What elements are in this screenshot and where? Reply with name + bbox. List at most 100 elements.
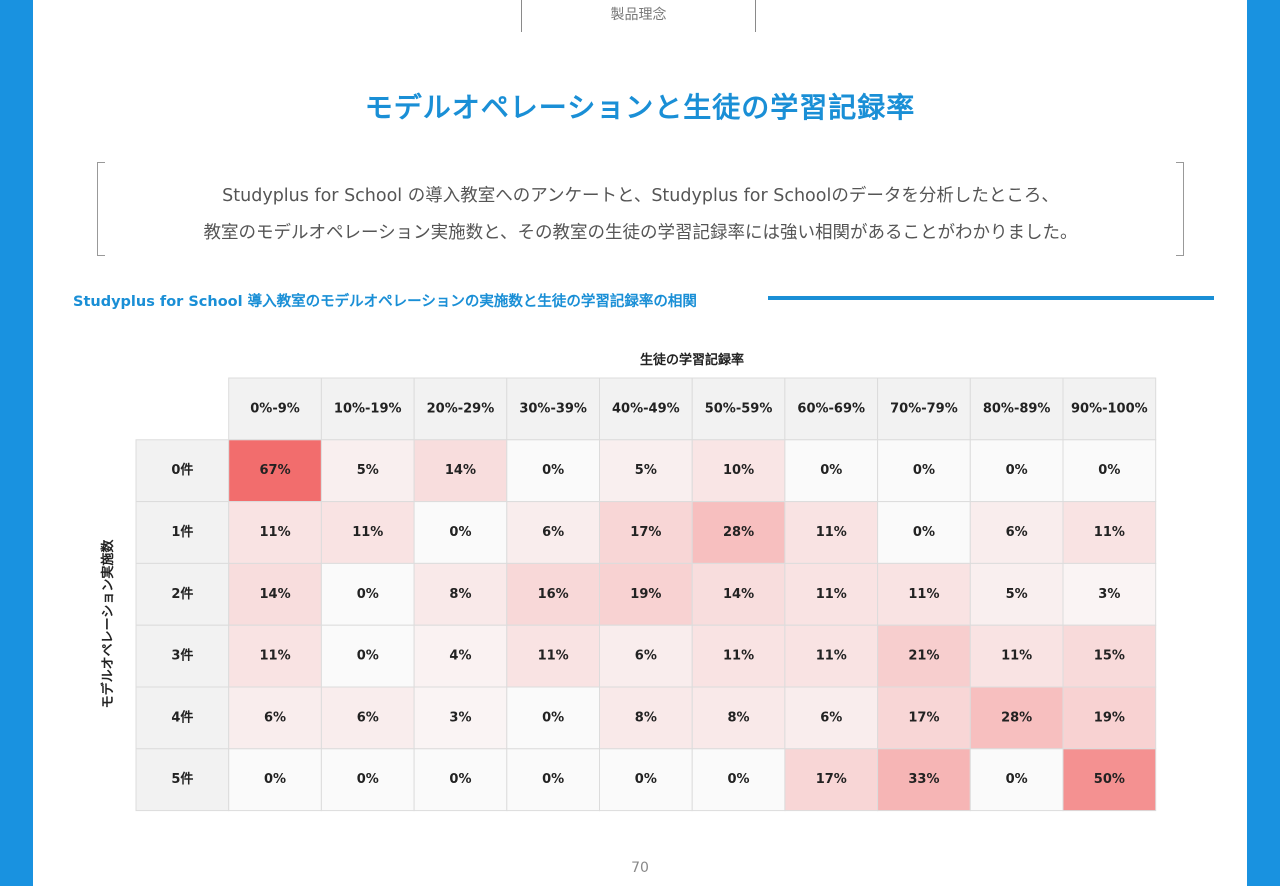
page-title: モデルオペレーションと生徒の学習記録率 — [364, 91, 916, 124]
heat-cell — [228, 501, 322, 564]
heat-cell — [228, 686, 322, 750]
heat-cell — [969, 686, 1064, 750]
heat-cell-label: 67% — [259, 463, 290, 478]
heat-cell — [691, 624, 786, 688]
heat-cell-label: 11% — [538, 649, 569, 664]
left-bracket — [97, 162, 105, 256]
heat-cell — [877, 439, 971, 503]
column-header-cell — [506, 377, 600, 441]
heat-cell-label: 0% — [357, 772, 379, 787]
heat-cell — [784, 686, 879, 750]
heat-cell — [877, 624, 971, 688]
heat-cell — [599, 439, 693, 503]
heat-cell — [320, 748, 415, 812]
heat-cell-label: 21% — [908, 649, 939, 664]
heat-cell-label: 3% — [1098, 587, 1120, 602]
heat-cell-label: 28% — [1001, 710, 1032, 725]
heat-cell-label: 0% — [635, 772, 657, 787]
description-line-1: Studyplus for School の導入教室へのアンケートと、Study… — [222, 186, 1059, 206]
heat-cell-label: 0% — [913, 463, 935, 478]
row-header-label: 5件 — [171, 771, 193, 787]
heat-cell-label: 0% — [913, 525, 935, 540]
heat-cell — [969, 501, 1064, 564]
heat-cell — [691, 501, 786, 564]
column-header-label: 70%-79% — [890, 401, 958, 416]
heat-cell — [413, 562, 508, 626]
heat-cell — [506, 501, 600, 564]
column-header-label: 50%-59% — [705, 401, 773, 416]
heat-cell-label: 0% — [542, 710, 564, 725]
heat-cell-label: 6% — [635, 649, 657, 664]
heat-cell-label: 5% — [357, 463, 379, 478]
heat-cell-label: 17% — [908, 710, 939, 725]
column-header-label: 40%-49% — [612, 401, 680, 416]
right-bracket — [1176, 162, 1184, 256]
right-side-bar — [1247, 0, 1280, 886]
heat-cell — [1062, 686, 1157, 750]
heat-cell-label: 17% — [630, 525, 661, 540]
heat-cell — [877, 686, 971, 750]
heat-cell-label: 0% — [820, 463, 842, 478]
heat-cell — [599, 562, 693, 626]
heat-cell-label: 11% — [908, 587, 939, 602]
row-header-label: 4件 — [171, 709, 193, 725]
heat-cell — [413, 748, 508, 812]
heat-cell — [1062, 501, 1157, 564]
heat-cell-label: 0% — [357, 649, 379, 664]
heat-cell-label: 14% — [259, 587, 290, 602]
column-header-cell — [1062, 377, 1157, 441]
heat-cell-label: 11% — [259, 649, 290, 664]
heat-cell-label: 5% — [635, 463, 657, 478]
heat-cell — [413, 439, 508, 503]
heat-cell — [691, 439, 786, 503]
section-tab: 製品理念 — [521, 0, 756, 32]
heat-cell-label: 0% — [728, 772, 750, 787]
column-header-label: 10%-19% — [334, 401, 402, 416]
heat-cell-label: 11% — [259, 525, 290, 540]
left-side-bar — [0, 0, 33, 886]
row-header-cell — [135, 748, 230, 812]
column-header-cell — [413, 377, 508, 441]
heat-cell — [320, 562, 415, 626]
heat-cell — [599, 624, 693, 688]
column-header-label: 0%-9% — [250, 401, 300, 416]
column-header-cell — [784, 377, 879, 441]
heat-cell-label: 3% — [449, 710, 471, 725]
heat-cell-label: 14% — [723, 587, 754, 602]
heat-cell — [691, 686, 786, 750]
heat-cell-label: 14% — [445, 463, 476, 478]
heat-cell-label: 28% — [723, 525, 754, 540]
section-label: 製品理念 — [610, 7, 667, 23]
row-header-label: 2件 — [171, 586, 193, 602]
heat-cell-label: 5% — [1006, 587, 1028, 602]
heat-cell — [877, 748, 971, 812]
column-header-label: 80%-89% — [983, 401, 1051, 416]
heat-cell — [413, 624, 508, 688]
row-header-cell — [135, 624, 230, 688]
heat-cell-label: 8% — [635, 710, 657, 725]
heat-cell-label: 0% — [1006, 772, 1028, 787]
row-header-cell — [135, 439, 230, 503]
column-header-cell — [320, 377, 415, 441]
heat-cell-label: 6% — [542, 525, 564, 540]
column-header-label: 60%-69% — [797, 401, 865, 416]
heat-cell-label: 11% — [1001, 649, 1032, 664]
column-header-cell — [969, 377, 1064, 441]
heat-cell-label: 11% — [816, 525, 847, 540]
heat-cell-label: 33% — [908, 772, 939, 787]
column-header-label: 90%-100% — [1071, 401, 1148, 416]
heat-cell-label: 6% — [357, 710, 379, 725]
heat-cell-label: 11% — [352, 525, 383, 540]
heat-cell-label: 8% — [449, 587, 471, 602]
heat-cell — [413, 501, 508, 564]
heat-cell — [599, 501, 693, 564]
heat-cell — [784, 624, 879, 688]
heat-cell — [506, 748, 600, 812]
heat-cell-label: 15% — [1094, 649, 1125, 664]
heat-cell — [784, 748, 879, 812]
heat-cell — [1062, 624, 1157, 688]
heat-cell-label: 16% — [538, 587, 569, 602]
heat-cell-label: 11% — [816, 587, 847, 602]
heat-cell-label: 8% — [728, 710, 750, 725]
